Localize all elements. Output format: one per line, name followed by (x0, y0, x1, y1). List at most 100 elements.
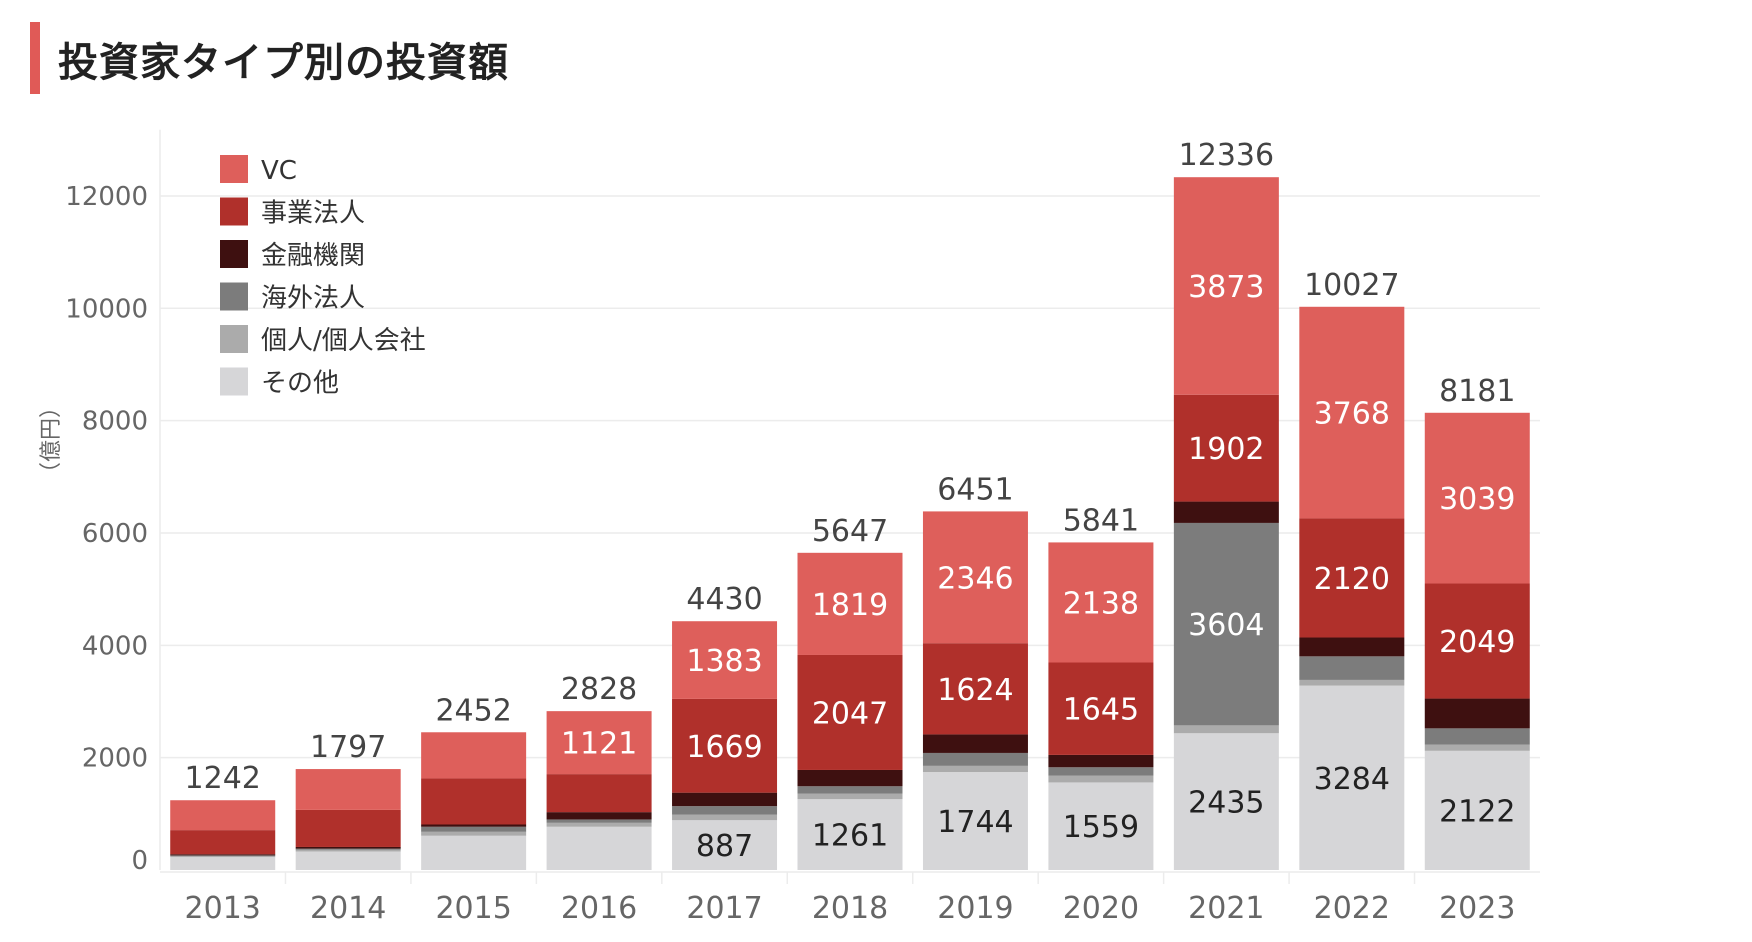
bar-segment (797, 654, 903, 770)
bar-segment (1173, 725, 1279, 734)
bar-segment (797, 552, 903, 655)
legend-label: 金融機関 (261, 241, 365, 271)
segment-label: 3768 (1314, 397, 1390, 432)
bar-segment (922, 511, 1028, 644)
y-axis-label: （億円） (39, 396, 64, 484)
segment-label: 2120 (1314, 562, 1390, 597)
legend-label: 事業法人 (261, 199, 365, 229)
bar-segment (421, 778, 527, 825)
bar-segment (170, 800, 276, 831)
bar-segment (1048, 542, 1154, 663)
bar-segment (672, 792, 778, 807)
x-tick-label: 2016 (561, 891, 637, 926)
y-tick-label: 6000 (82, 519, 148, 549)
bar-segment (672, 820, 778, 870)
bar-segment (1424, 744, 1530, 751)
bar-segment (295, 851, 401, 870)
bar-segment (672, 806, 778, 815)
segment-label: 2122 (1439, 794, 1515, 829)
bar-segment (546, 819, 652, 823)
total-label: 1797 (310, 730, 386, 765)
segment-label: 1559 (1063, 810, 1139, 845)
bar-segment (922, 772, 1028, 870)
segment-label: 1645 (1063, 693, 1139, 728)
bar-segment (797, 793, 903, 800)
bar-segment (1299, 685, 1405, 870)
bar-segment (1424, 583, 1530, 699)
x-tick-label: 2013 (185, 891, 261, 926)
bar-segment (1424, 412, 1530, 584)
bar-segment (1299, 518, 1405, 638)
bar-segment (797, 769, 903, 787)
bar-segment (1173, 394, 1279, 502)
segment-label: 3039 (1439, 482, 1515, 517)
total-label: 12336 (1179, 138, 1274, 173)
segment-label: 3604 (1188, 608, 1264, 643)
bar-segment (546, 711, 652, 775)
bar-segment (797, 799, 903, 870)
bar-segment (295, 809, 401, 847)
bar-segment (1299, 656, 1405, 680)
bar-segment (421, 824, 527, 827)
total-label: 2452 (435, 693, 511, 728)
bar-segment (421, 732, 527, 779)
bar-segment (1048, 754, 1154, 768)
segment-label: 1121 (561, 727, 637, 762)
bar-segment (170, 855, 276, 858)
bar-segment (1048, 775, 1154, 783)
bar-segment (546, 812, 652, 820)
total-label: 5647 (812, 514, 888, 549)
bar-segment (1173, 522, 1279, 726)
y-tick-label: 12000 (65, 182, 148, 212)
x-tick-label: 2014 (310, 891, 386, 926)
segment-label: 887 (696, 829, 753, 864)
bar-segment (170, 857, 276, 870)
segment-label: 2049 (1439, 625, 1515, 660)
segment-label: 1669 (686, 730, 762, 765)
x-tick-label: 2018 (812, 891, 888, 926)
bar-segment (1299, 637, 1405, 657)
segment-label: 1819 (812, 588, 888, 623)
bar-segment (421, 831, 527, 836)
segment-label: 1744 (937, 805, 1013, 840)
axes: 0 2000 4000 6000 8000 10000 12000 （億円） 2013 2014 2… (39, 129, 1540, 926)
x-tick-label: 2020 (1063, 891, 1139, 926)
bar-segment (1048, 767, 1154, 776)
segment-label: 1902 (1188, 432, 1264, 467)
bar-segment (1048, 662, 1154, 755)
segment-label: 2346 (937, 561, 1013, 596)
bar-segment (421, 835, 527, 870)
bar-segment (922, 765, 1028, 773)
x-tick-label: 2015 (435, 891, 511, 926)
x-tick-label: 2021 (1188, 891, 1264, 926)
bars (170, 177, 1530, 870)
bar-segment (1424, 728, 1530, 745)
bar-segment (672, 698, 778, 793)
total-label: 10027 (1304, 268, 1399, 303)
y-tick-label: 10000 (65, 294, 148, 324)
bar-segment (546, 822, 652, 827)
legend-swatch (220, 325, 248, 353)
total-label: 1242 (185, 761, 261, 796)
bar-segment (295, 769, 401, 810)
x-tick-label: 2017 (686, 891, 762, 926)
x-tick-label: 2023 (1439, 891, 1515, 926)
bar-segment (1424, 698, 1530, 729)
bar-segment (672, 814, 778, 821)
legend-label: 個人/個人会社 (261, 326, 426, 356)
segment-label: 2138 (1063, 586, 1139, 621)
bar-segment (1299, 679, 1405, 686)
total-label: 8181 (1439, 374, 1515, 409)
bar-segment (170, 854, 276, 856)
legend-swatch (220, 282, 248, 311)
bar-segment (295, 846, 401, 849)
y-tick-label: 8000 (82, 407, 148, 437)
bar-segment (1048, 782, 1154, 870)
legend-swatch (220, 197, 248, 226)
chart-title: 投資家タイプ別の投資額 (58, 40, 509, 86)
segment-label: 3873 (1188, 270, 1264, 305)
segment-label: 2047 (812, 696, 888, 731)
legend-swatch (220, 155, 248, 183)
